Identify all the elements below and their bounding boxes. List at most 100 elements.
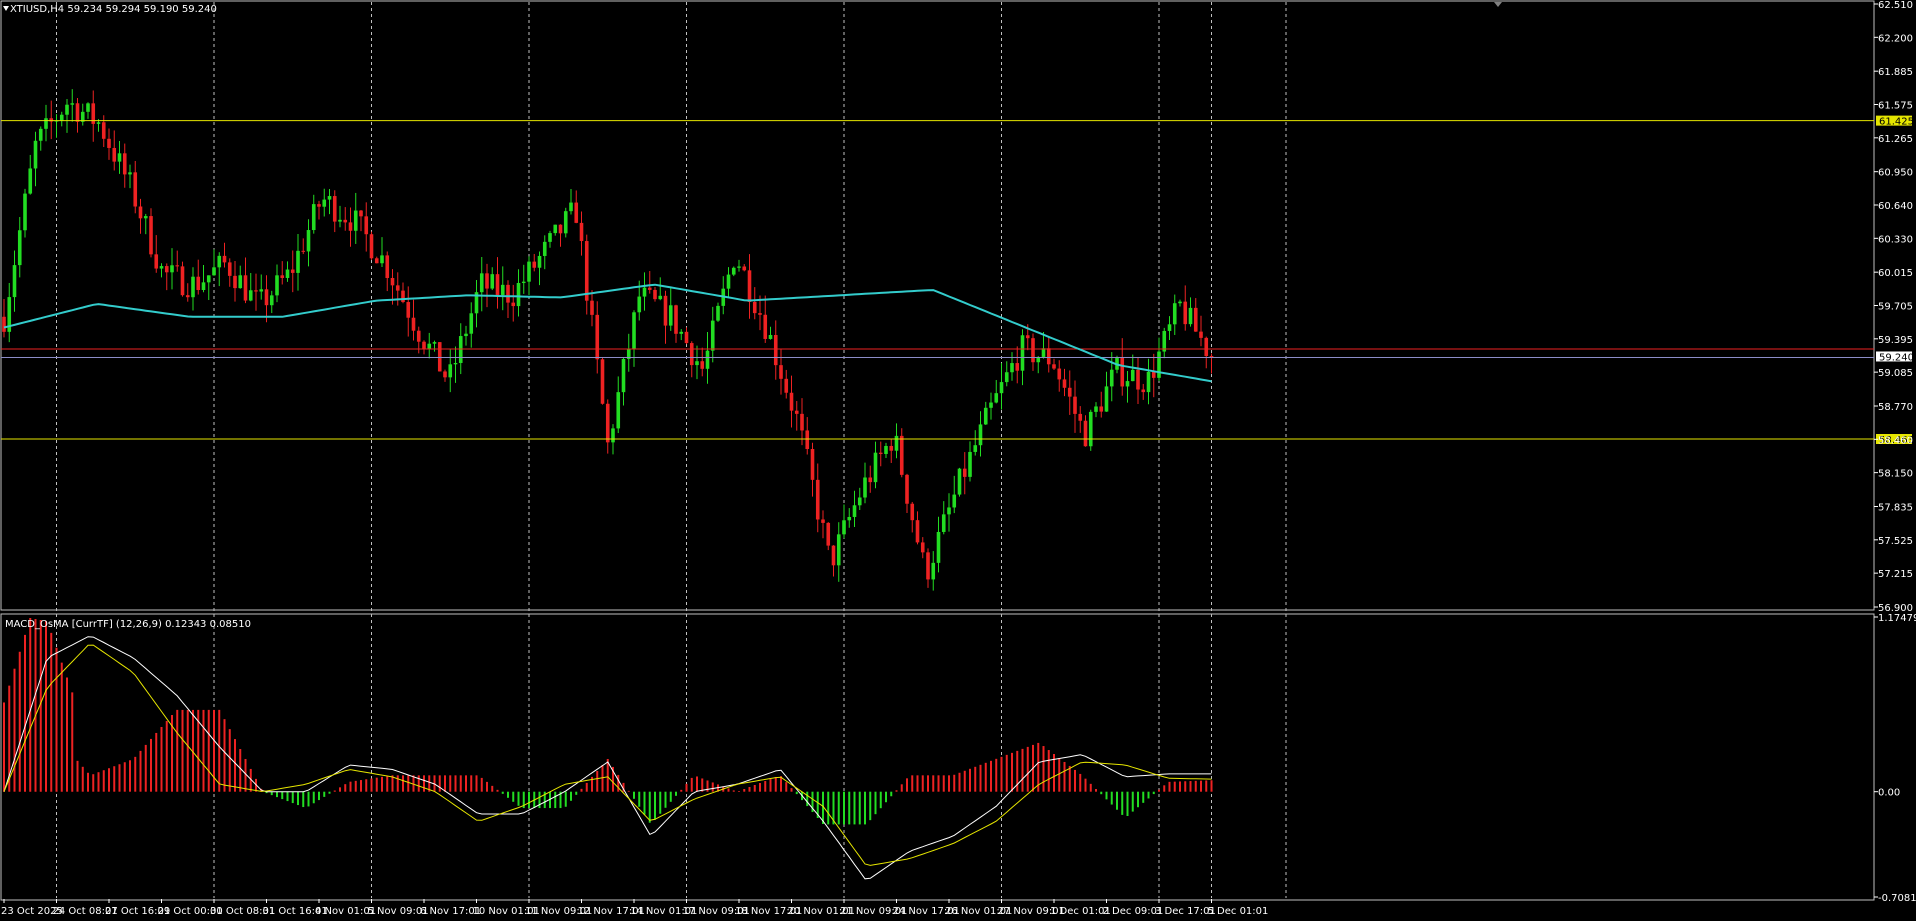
candle-body: [385, 255, 390, 278]
candle-body: [658, 295, 663, 300]
time-tick-label: 5 Nov 09:01: [368, 906, 429, 917]
time-tick-label: 10 Nov 01:01: [473, 906, 540, 917]
candle-body: [847, 516, 852, 521]
candle-body: [206, 275, 211, 283]
candle-body: [1052, 364, 1056, 369]
candle-body: [663, 295, 668, 326]
price-tick-label: 57.215: [1878, 569, 1913, 580]
level-price-tag: [1876, 433, 1912, 444]
moving-average-line: [3, 283, 1212, 383]
candle-body: [12, 265, 17, 298]
candle-body: [626, 349, 631, 359]
candle-body: [532, 261, 537, 268]
candle-body: [33, 140, 38, 169]
price-tick-label: 62.200: [1878, 33, 1913, 44]
candle-body: [574, 202, 579, 223]
candle-body: [621, 358, 626, 393]
price-tick-label: 62.510: [1878, 0, 1913, 11]
candle-body: [469, 313, 474, 334]
candle-body: [1167, 324, 1172, 331]
time-tick-label: 23 Oct 2025: [1, 906, 63, 917]
candle-body: [259, 289, 264, 292]
candle-body: [1193, 307, 1198, 332]
candle-body: [1151, 371, 1156, 378]
candle-body: [653, 289, 657, 300]
time-tick-label: 1 Dec 01:01: [1050, 906, 1111, 917]
price-tick-label: 60.015: [1878, 268, 1913, 279]
indicator-tick-label: 0.00: [1878, 788, 1900, 799]
candle-body: [233, 275, 237, 289]
candle-body: [705, 350, 710, 369]
candle-body: [1104, 386, 1109, 412]
candle-body: [122, 153, 127, 175]
time-tick-label: 29 Oct 00:01: [158, 906, 223, 917]
candle-body: [1094, 406, 1098, 412]
candle-body: [506, 284, 510, 303]
candle-body: [563, 211, 568, 234]
candle-body: [1141, 389, 1146, 393]
candle-body: [101, 122, 106, 139]
candle-body: [936, 531, 941, 563]
candle-body: [1062, 379, 1067, 388]
candle-body: [390, 277, 395, 286]
candle-body: [590, 300, 594, 315]
candle-body: [584, 241, 589, 301]
candle-body: [395, 285, 400, 291]
candle-body: [695, 361, 699, 366]
horizontal-levels-layer: [1, 120, 1874, 440]
candle-body: [978, 424, 983, 446]
candle-body: [65, 104, 69, 115]
candle-body: [605, 403, 610, 443]
candle-body: [338, 219, 342, 222]
candle-body: [768, 335, 773, 339]
candle-body: [632, 312, 636, 350]
bid-price-tag-text: 59.240: [1879, 352, 1914, 363]
price-tick-label: 61.575: [1878, 101, 1913, 112]
price-tick-label: 61.265: [1878, 134, 1913, 145]
candle-body: [217, 255, 222, 268]
candle-body: [380, 255, 384, 264]
candle-body: [600, 359, 605, 404]
candle-body: [1025, 335, 1030, 339]
price-tick-label: 59.085: [1878, 368, 1913, 379]
candle-body: [143, 216, 148, 219]
candle-body: [107, 138, 111, 148]
candle-body: [332, 196, 337, 222]
candle-body: [222, 255, 227, 263]
candle-body: [311, 204, 316, 231]
candle-body: [59, 114, 64, 121]
candle-body: [548, 233, 552, 242]
price-axis[interactable]: 61.425 58.463 59.240 62.510 62.200 61.885 61.5…: [1874, 0, 1914, 614]
candle-body: [926, 552, 930, 580]
candle-body: [668, 305, 673, 326]
candle-body: [490, 274, 495, 289]
candle-body: [437, 342, 442, 372]
candle-body: [164, 266, 169, 273]
indicator-axis[interactable]: 1.17479 0.00 -0.70815: [1874, 613, 1916, 904]
candle-body: [159, 266, 164, 269]
candle-body: [91, 103, 96, 124]
candle-body: [1073, 396, 1077, 414]
candle-body: [2, 316, 6, 332]
candle-body: [1057, 368, 1062, 380]
indicator-panel[interactable]: MACD_OsMA [CurrTF] (12,26,9) 0.12343 0.0…: [0, 613, 1875, 901]
candle-body: [248, 290, 253, 301]
candle-body: [1157, 351, 1161, 378]
time-tick-label: 24 Oct 08:01: [53, 906, 118, 917]
candle-body: [941, 514, 946, 532]
candle-body: [7, 297, 12, 332]
price-tick-label: 56.900: [1878, 603, 1913, 614]
collapse-triangle-icon[interactable]: [3, 6, 9, 11]
macd-signal-line: [3, 644, 1212, 866]
candle-body: [495, 274, 500, 295]
candle-body: [810, 448, 815, 480]
scroll-shift-marker-icon[interactable]: [1494, 2, 1502, 7]
candle-body: [800, 413, 804, 431]
candle-body: [957, 468, 962, 495]
price-tick-label: 58.150: [1878, 469, 1913, 480]
price-panel[interactable]: XTIUSD,H4 59.234 59.294 59.190 59.240: [0, 0, 1875, 611]
candle-body: [474, 292, 479, 314]
